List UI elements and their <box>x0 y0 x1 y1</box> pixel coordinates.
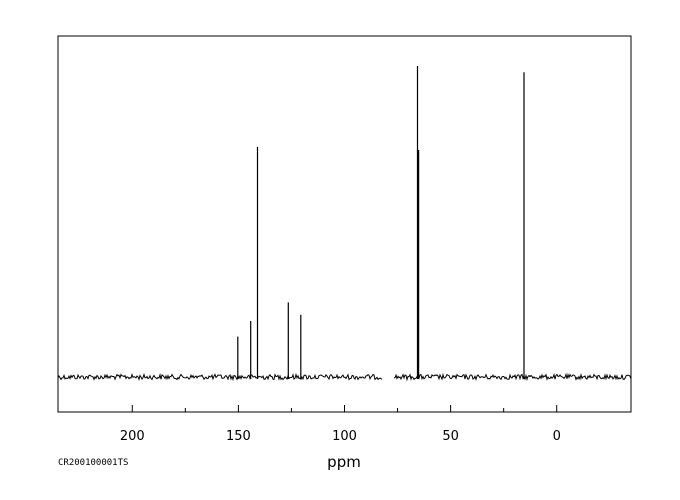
baseline-segment <box>57 372 383 382</box>
sample-code-label: CR200100001TS <box>58 458 128 468</box>
baseline-noise <box>57 372 632 382</box>
tick-label: 200 <box>120 429 145 444</box>
tick-label: 0 <box>553 429 561 444</box>
x-axis-tick-labels: 200 150 100 50 0 <box>120 429 561 444</box>
x-axis-label: ppm <box>327 453 361 471</box>
baseline-segment <box>393 372 632 382</box>
plot-frame <box>57 35 632 413</box>
x-axis-ticks <box>131 405 558 412</box>
tick-label: 50 <box>442 429 459 444</box>
peaks <box>237 66 525 379</box>
tick-label: 150 <box>226 429 251 444</box>
tick-label: 100 <box>332 429 357 444</box>
